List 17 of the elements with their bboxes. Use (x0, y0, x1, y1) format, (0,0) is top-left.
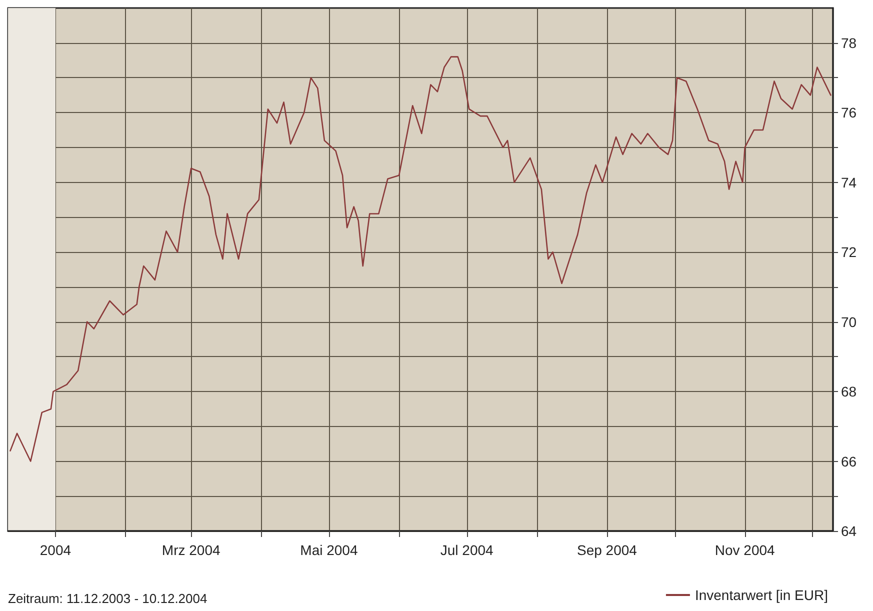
x-tick-label: Nov 2004 (714, 542, 776, 558)
y-tick-label: 74 (841, 174, 857, 190)
x-tick-label: Mrz 2004 (162, 542, 220, 558)
x-tick-label: Sep 2004 (576, 542, 638, 558)
y-tick-label: 78 (841, 34, 857, 51)
x-tick-label: 2004 (40, 542, 72, 558)
y-tick-label: 70 (841, 314, 857, 330)
x-tick-label: Jul 2004 (440, 542, 494, 558)
x-tick-label: Mai 2004 (300, 542, 358, 558)
y-tick-label: 66 (841, 453, 857, 470)
text: Zeitraum: 11.12.2003 - 10.12.2004 (8, 591, 208, 606)
line-series (10, 56, 832, 462)
y-tick-label: 68 (841, 384, 857, 400)
y-tick-label: 64 (841, 523, 857, 539)
y-tick-label: 72 (841, 244, 857, 260)
y-tick-label: 76 (841, 104, 857, 121)
legend-label: Inventarwert [in EUR] (694, 587, 828, 603)
